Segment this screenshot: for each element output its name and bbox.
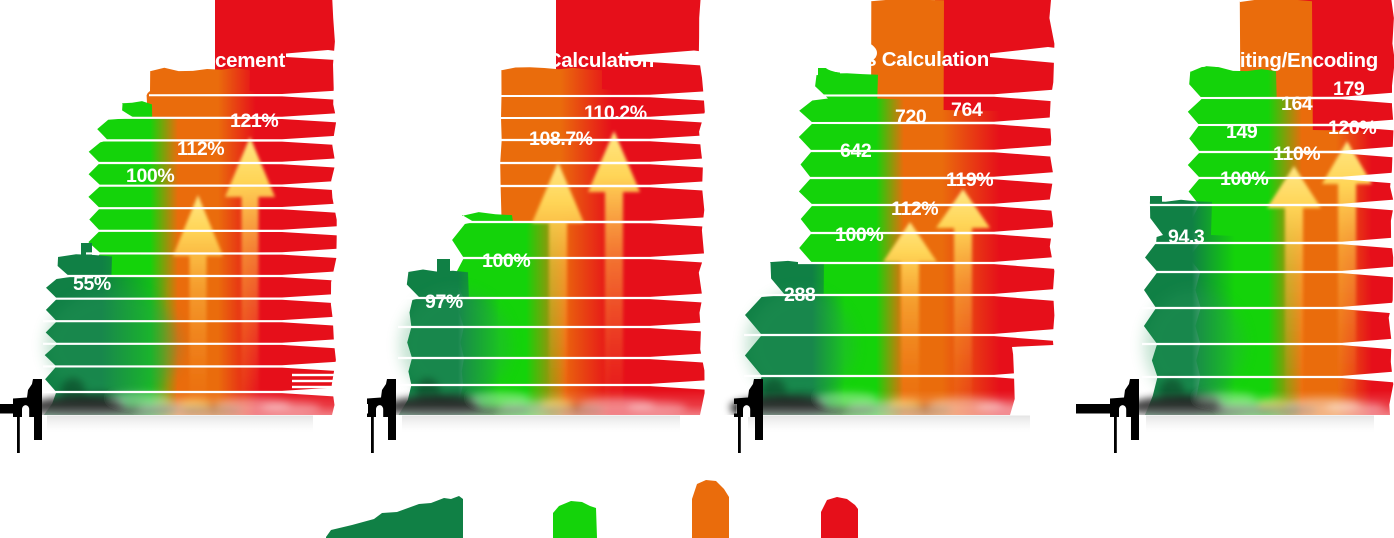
svg-text:97%: 97% [425, 291, 463, 313]
svg-text:120%: 120% [1328, 117, 1376, 139]
svg-text:Physics Calculation: Physics Calculation [466, 49, 654, 72]
svg-text:642: 642 [840, 140, 872, 162]
svg-text:100%: 100% [835, 224, 883, 246]
svg-text:108.7%: 108.7% [529, 128, 593, 150]
svg-text:94.3: 94.3 [1168, 226, 1205, 248]
svg-text:119%: 119% [946, 169, 993, 191]
svg-text:Video Editing/Encoding: Video Editing/Encoding [1155, 49, 1378, 72]
svg-text:149: 149 [1226, 121, 1258, 143]
svg-text:55%: 55% [73, 273, 111, 295]
svg-text:288: 288 [784, 284, 816, 306]
svg-text:Enhancement: Enhancement [154, 49, 286, 72]
svg-text:179: 179 [1333, 78, 1365, 100]
svg-text:110.2%: 110.2% [584, 102, 647, 124]
svg-text:164: 164 [1281, 93, 1313, 115]
svg-text:110%: 110% [1273, 143, 1320, 165]
svg-text:720: 720 [895, 106, 927, 128]
svg-text:100%: 100% [1220, 168, 1268, 190]
svg-text:764: 764 [951, 99, 983, 121]
svg-text:112%: 112% [177, 138, 224, 160]
svg-text:100%: 100% [482, 250, 530, 272]
svg-text:112%: 112% [891, 198, 938, 220]
svg-text:121%: 121% [230, 110, 278, 132]
svg-text:100%: 100% [126, 165, 174, 187]
